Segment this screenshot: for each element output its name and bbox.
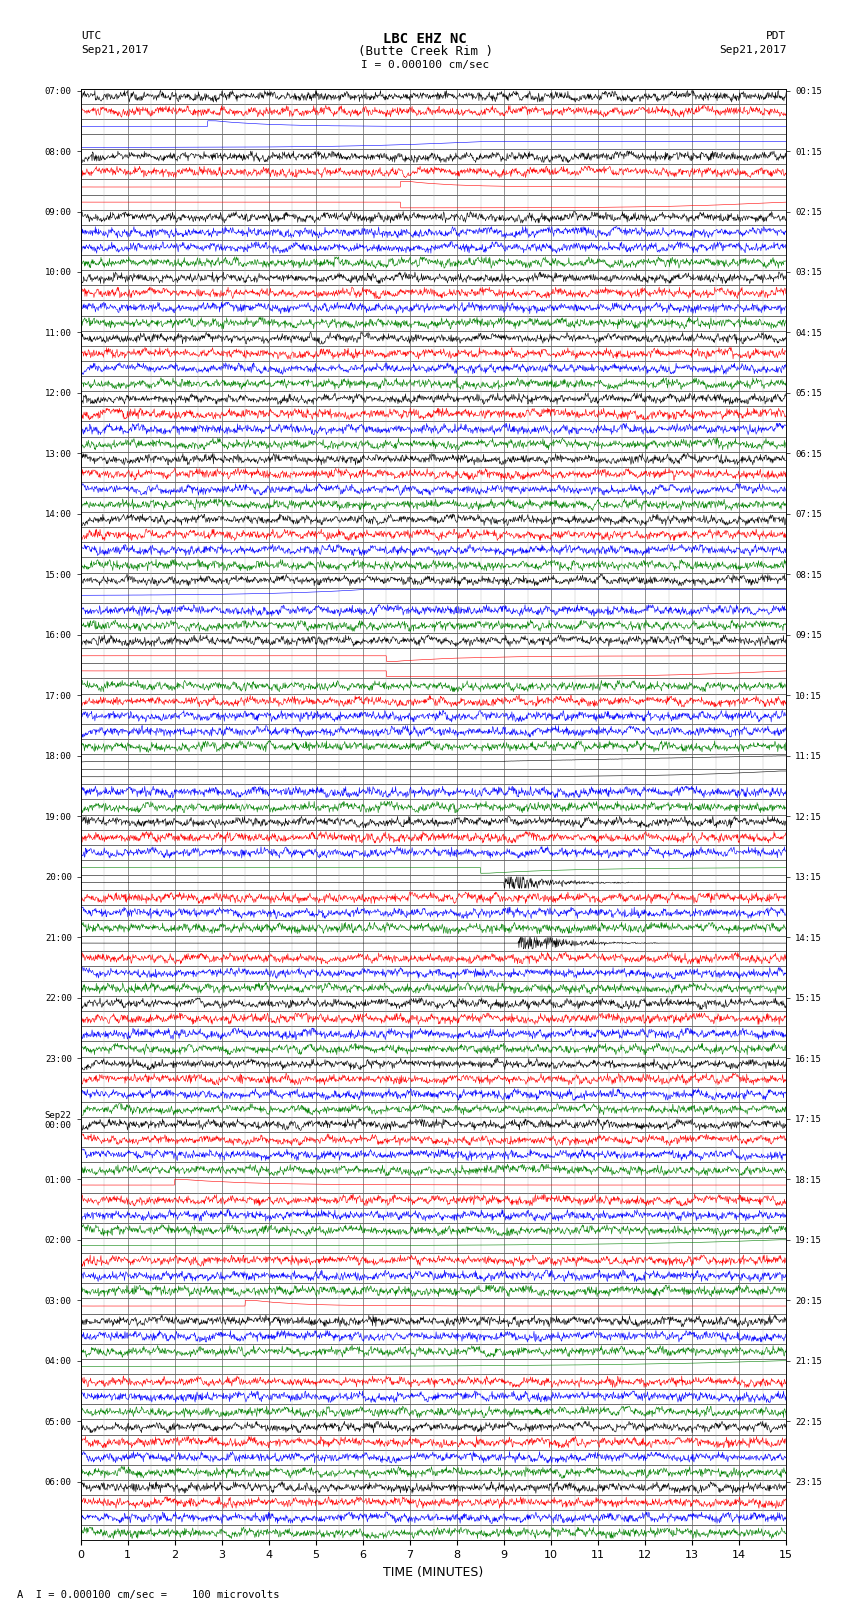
Text: A  I = 0.000100 cm/sec =    100 microvolts: A I = 0.000100 cm/sec = 100 microvolts (17, 1590, 280, 1600)
Text: LBC EHZ NC: LBC EHZ NC (383, 32, 467, 47)
Text: Sep21,2017: Sep21,2017 (719, 45, 786, 55)
Text: Sep21,2017: Sep21,2017 (81, 45, 148, 55)
Text: I = 0.000100 cm/sec: I = 0.000100 cm/sec (361, 60, 489, 69)
Text: (Butte Creek Rim ): (Butte Creek Rim ) (358, 45, 492, 58)
Text: UTC: UTC (81, 31, 101, 40)
Text: PDT: PDT (766, 31, 786, 40)
X-axis label: TIME (MINUTES): TIME (MINUTES) (383, 1566, 484, 1579)
